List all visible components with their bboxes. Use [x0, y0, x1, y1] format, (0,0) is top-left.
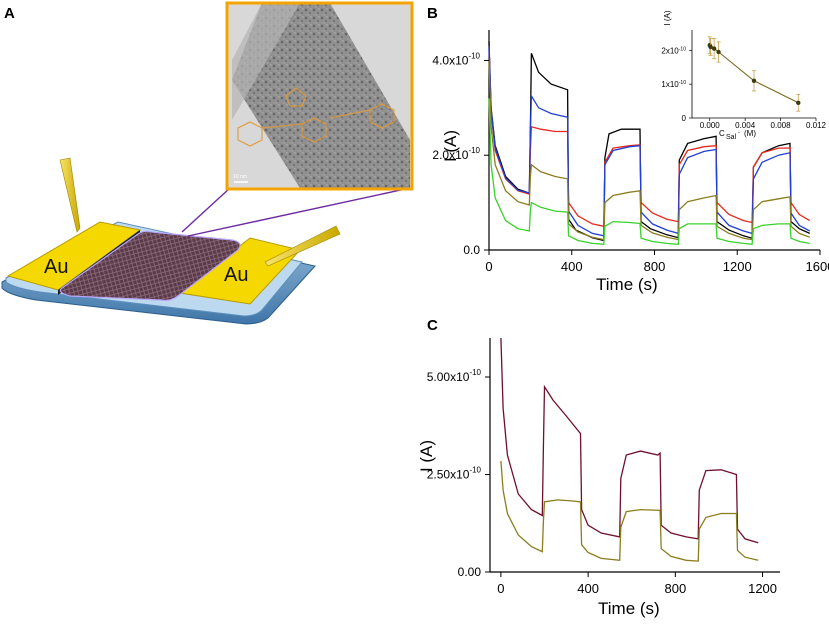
tem-scalebar-label: 10 nm — [233, 174, 247, 180]
chart-b-xtick-label: 400 — [561, 259, 583, 274]
chart-b-series-blue — [488, 46, 811, 237]
electrode-left-label: Au — [44, 256, 68, 278]
inset-xtick-label: 0.008 — [771, 121, 792, 130]
panel-a: A Au Au 10 nm — [1, 1, 414, 325]
probe-tip-right — [264, 225, 341, 267]
inset-xtick-label: 0.012 — [806, 121, 827, 130]
zoom-line-right — [187, 187, 411, 237]
inset-xlabel-c: C — [719, 129, 725, 138]
chart-b-xtick-label: 800 — [644, 259, 666, 274]
inset-xlabel-sup: - — [738, 130, 740, 136]
chart-b-series — [488, 41, 811, 246]
inset-xtick-label: 0.000 — [700, 121, 721, 130]
chart-c-ytick-label: 5.00x10-10 — [427, 368, 482, 384]
inset-ylabel: I (A) — [663, 10, 672, 25]
tem-image: 10 nm — [225, 1, 414, 191]
inset-ytick-label: 0 — [682, 114, 687, 123]
chart-c-series-olive — [500, 460, 759, 562]
chart-c-xtick-label: 400 — [577, 581, 599, 596]
chart-c-xtick-label: 800 — [664, 581, 686, 596]
inset-xlabel-unit: (M) — [744, 129, 756, 138]
inset-marks — [707, 36, 801, 112]
chart-c-ytick-label: 2.50x10-10 — [427, 466, 482, 482]
chart-b-inset: 0.000 0.004 0.008 0.012 0 1x10-10 2x10-10 I (A… — [661, 10, 826, 141]
molecule-overlay — [237, 87, 395, 147]
inset-ytick-label: 2x10-10 — [661, 46, 686, 55]
inset-point — [711, 46, 717, 51]
chart-b-ytick-label: 4.0x10-10 — [432, 51, 480, 67]
chart-c-xlabel: Time (s) — [598, 599, 660, 618]
inset-background — [688, 28, 818, 128]
electrode-right-label: Au — [224, 264, 248, 286]
chart-b-ytick-label: 0.0 — [463, 243, 480, 257]
probe-tip-left — [59, 157, 81, 233]
chart-b-series-green — [488, 98, 810, 246]
nanotube-film — [59, 230, 241, 302]
chart-c-ticks: 0 400 800 1200 0.00 2.50x10-10 5.00x10-10 — [427, 368, 777, 596]
inset-point — [716, 49, 721, 55]
chart-b-ticks: 0400800120016000.02.0x10-104.0x10-10 — [432, 51, 829, 274]
inset-point — [751, 78, 757, 83]
chart-c-xtick-label: 0 — [497, 581, 504, 596]
chart-c-ylabel: I (A) — [417, 440, 436, 472]
inset-xlabel-sub: Sal — [726, 134, 737, 141]
inset-ticks: 0.000 0.004 0.008 0.012 0 1x10-10 2x10-10 — [661, 46, 826, 130]
inset-point — [796, 100, 801, 105]
chart-b-ylabel: I (A) — [441, 130, 460, 162]
inset-xlabel: C Sal - (M) — [719, 129, 756, 141]
panel-c: C 0 400 800 1200 0.00 2.50x10-10 5.00x10-10 Ti… — [417, 317, 780, 618]
chart-b-xlabel: Time (s) — [596, 275, 658, 294]
chart-b-series-olive — [488, 60, 810, 241]
inset-point — [708, 44, 713, 50]
panel-a-letter: A — [4, 5, 15, 22]
panel-c-letter: C — [427, 317, 438, 334]
chart-b-xtick-label: 0 — [485, 259, 492, 274]
panel-b: B 0400800120016000.02.0x10-104.0x10-10 T… — [427, 5, 829, 294]
chart-b-xtick-label: 1200 — [723, 259, 752, 274]
zoom-line-left — [181, 187, 231, 233]
inset-xtick-label: 0.004 — [735, 121, 756, 130]
panel-b-letter: B — [427, 5, 438, 22]
chart-c-ytick-label: 0.00 — [458, 565, 482, 579]
chart-c-xtick-label: 1200 — [748, 581, 777, 596]
inset-ytick-label: 1x10-10 — [661, 80, 686, 89]
chart-c-series — [500, 337, 759, 562]
chart-c-series-maroon — [500, 337, 759, 544]
